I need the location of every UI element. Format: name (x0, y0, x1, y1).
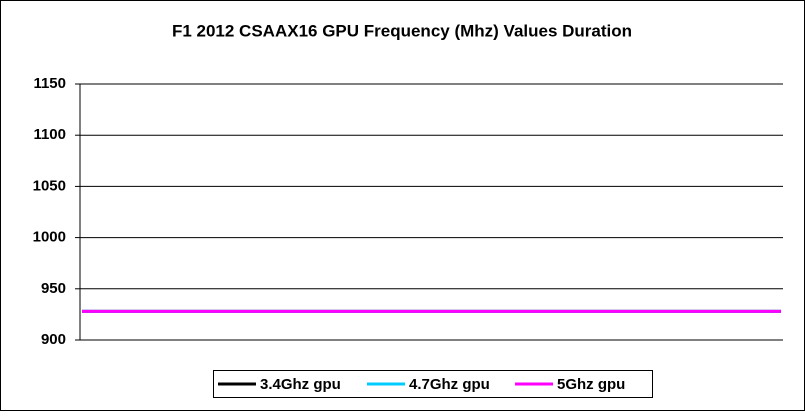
y-tick-label: 1100 (33, 126, 66, 143)
y-tick-label: 950 (41, 280, 66, 297)
y-tick-label: 900 (41, 331, 66, 348)
legend-label: 4.7Ghz gpu (409, 376, 490, 393)
chart-title: F1 2012 CSAAX16 GPU Frequency (Mhz) Valu… (172, 21, 632, 40)
legend-label: 5Ghz gpu (557, 376, 625, 393)
y-tick-label: 1000 (33, 229, 66, 246)
legend-label: 3.4Ghz gpu (260, 376, 341, 393)
y-tick-label: 1150 (33, 75, 66, 92)
legend-box (213, 370, 653, 398)
y-tick-label: 1050 (33, 177, 66, 194)
